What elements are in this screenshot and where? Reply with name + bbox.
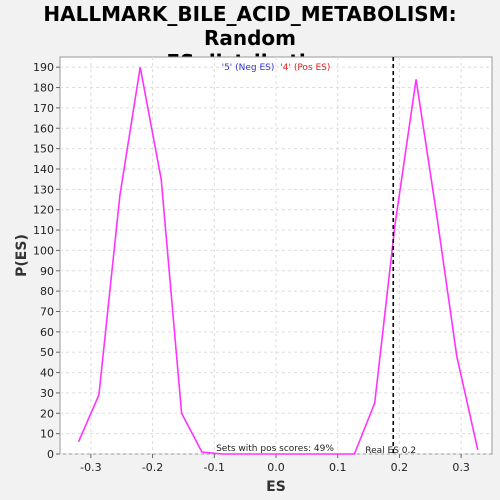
y-tick-label: 130	[33, 183, 54, 196]
y-tick-label: 100	[33, 244, 54, 257]
x-tick-label: 0.0	[267, 461, 285, 474]
x-tick-label: 0.3	[452, 461, 470, 474]
x-axis-ticks: -0.3 -0.2 -0.1 0.0 0.1 0.2 0.3	[80, 454, 470, 474]
y-tick-label: 90	[40, 265, 54, 278]
y-tick-label: 0	[47, 448, 54, 461]
y-tick-label: 150	[33, 143, 54, 156]
y-tick-label: 110	[33, 224, 54, 237]
y-axis-label: P(ES)	[14, 234, 30, 277]
y-tick-label: 50	[40, 346, 54, 359]
y-tick-label: 20	[40, 407, 54, 420]
y-tick-label: 120	[33, 204, 54, 217]
x-tick-label: -0.1	[204, 461, 225, 474]
y-tick-label: 80	[40, 285, 54, 298]
series-line	[77, 67, 479, 455]
y-tick-label: 70	[40, 305, 54, 318]
y-tick-label: 160	[33, 122, 54, 135]
legend-pos-es: '4' (Pos ES)	[280, 63, 330, 73]
x-tick-label: 0.1	[329, 461, 347, 474]
y-tick-label: 190	[33, 61, 54, 74]
y-tick-label: 180	[33, 82, 54, 95]
x-tick-label: 0.2	[391, 461, 409, 474]
pos-scores-note: Sets with pos scores: 49%	[216, 444, 334, 454]
x-tick-label: -0.3	[80, 461, 101, 474]
y-tick-label: 140	[33, 163, 54, 176]
y-axis-ticks: 0 10 20 30 40 50 60 70 80 90 100 110 120 130 140 150 160…	[33, 61, 60, 461]
chart-title-line-1: HALLMARK_BILE_ACID_METABOLISM: Random	[43, 2, 457, 50]
y-tick-label: 60	[40, 326, 54, 339]
y-tick-label: 40	[40, 367, 54, 380]
y-tick-label: 170	[33, 102, 54, 115]
y-tick-label: 10	[40, 428, 54, 441]
y-tick-label: 30	[40, 387, 54, 400]
legend-neg-es: '5' (Neg ES)	[222, 63, 275, 73]
legend: '5' (Neg ES) '4' (Pos ES)	[222, 63, 331, 73]
real-es-label: Real ES 0.2	[365, 446, 416, 456]
x-tick-label: -0.2	[142, 461, 163, 474]
x-axis-label: ES	[266, 479, 286, 495]
